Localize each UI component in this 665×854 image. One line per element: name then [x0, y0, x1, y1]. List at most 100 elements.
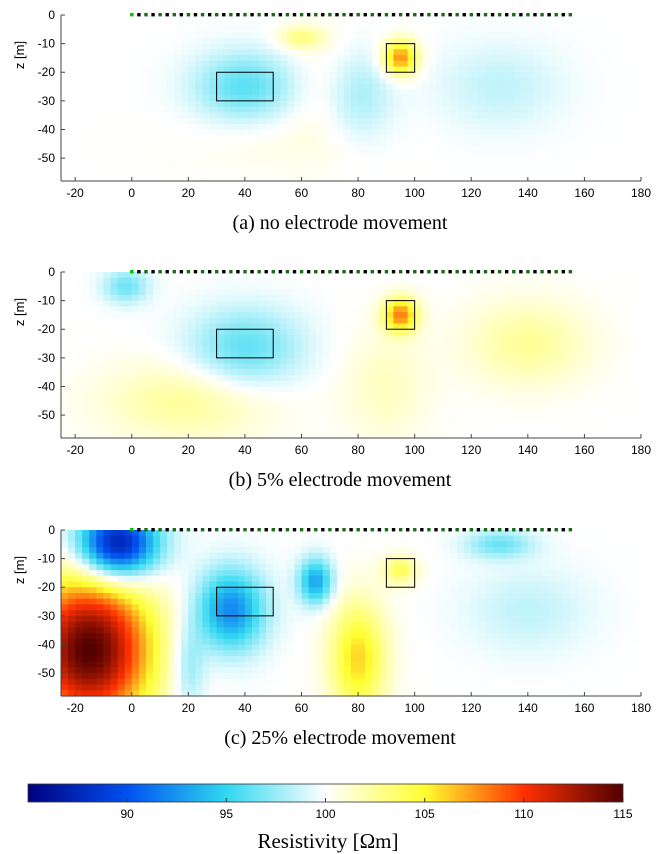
heatmap-cell — [358, 83, 366, 91]
heatmap-cell — [315, 415, 324, 422]
heatmap-cell — [541, 146, 550, 153]
heatmap-cell — [280, 169, 288, 176]
heatmap-cell — [202, 60, 211, 68]
heatmap-cell — [633, 123, 642, 131]
heatmap-cell — [499, 392, 508, 399]
heatmap-cell — [103, 89, 112, 96]
heatmap-cell — [478, 346, 486, 353]
heatmap-cell — [145, 49, 154, 56]
heatmap-cell — [499, 60, 508, 68]
heatmap-cell — [223, 106, 232, 113]
heatmap-cell — [174, 397, 182, 405]
heatmap-cell — [393, 55, 402, 62]
heatmap-cell — [506, 323, 515, 330]
heatmap-cell — [230, 66, 239, 73]
heatmap-cell — [96, 135, 105, 142]
heatmap-cell — [75, 409, 83, 416]
heatmap-cell — [471, 415, 479, 422]
heatmap-cell — [464, 420, 472, 428]
heatmap-cell — [336, 77, 345, 85]
heatmap-cell — [414, 277, 423, 285]
heatmap-cell — [294, 175, 303, 182]
heatmap-cell — [61, 392, 69, 399]
heatmap-cell — [478, 129, 486, 136]
heatmap-cell — [124, 420, 133, 428]
heatmap-cell — [131, 380, 140, 388]
heatmap-cell — [612, 380, 621, 388]
heatmap-cell — [152, 20, 161, 28]
heatmap-cell — [450, 397, 458, 405]
heatmap-cell — [315, 15, 324, 22]
heatmap-cell — [167, 77, 175, 85]
heatmap-cell — [195, 403, 204, 410]
electrode-marker — [547, 270, 551, 274]
electrode-marker — [490, 13, 495, 17]
heatmap-cell — [485, 312, 494, 319]
heatmap-cell — [152, 112, 161, 119]
heatmap-cell — [577, 375, 586, 382]
heatmap-cell — [301, 37, 310, 45]
heatmap-cell — [68, 380, 76, 388]
heatmap-cell — [435, 386, 444, 393]
heatmap-cell — [372, 112, 380, 119]
heatmap-cell — [556, 329, 564, 336]
heatmap-cell — [619, 415, 628, 422]
heatmap-cell — [527, 300, 536, 307]
heatmap-cell — [124, 77, 133, 85]
heatmap-cell — [464, 100, 472, 108]
heatmap-cell — [160, 357, 168, 365]
heatmap-cell — [244, 100, 253, 108]
heatmap-cell — [598, 352, 607, 359]
heatmap-cell — [266, 43, 274, 50]
heatmap-cell — [612, 49, 621, 56]
heatmap-cell — [471, 403, 479, 410]
heatmap-cell — [513, 392, 522, 399]
heatmap-cell — [152, 140, 161, 148]
heatmap-cell — [110, 123, 119, 131]
heatmap-cell — [520, 140, 529, 148]
heatmap-cell — [82, 294, 90, 302]
heatmap-cell — [61, 118, 69, 125]
heatmap-cell — [131, 403, 140, 410]
heatmap-cell — [251, 26, 260, 33]
heatmap-cell — [598, 72, 607, 79]
heatmap-cell — [61, 20, 69, 28]
heatmap-cell — [294, 392, 303, 399]
heatmap-cell — [400, 426, 409, 433]
heatmap-cell — [428, 118, 437, 125]
heatmap-cell — [527, 346, 536, 353]
heatmap-cell — [492, 140, 501, 148]
heatmap-cell — [379, 352, 387, 359]
heatmap-cell — [442, 112, 451, 119]
heatmap-cell — [379, 106, 387, 113]
heatmap-cell — [181, 100, 189, 108]
heatmap-cell — [266, 426, 274, 433]
heatmap-cell — [110, 83, 119, 91]
heatmap-cell — [591, 432, 600, 439]
heatmap-cell — [541, 352, 550, 359]
heatmap-cell — [223, 432, 232, 439]
heatmap-cell — [138, 129, 147, 136]
heatmap-cell — [386, 158, 395, 165]
heatmap-cell — [400, 420, 409, 428]
heatmap-cell — [520, 334, 529, 342]
heatmap-cell — [160, 403, 168, 410]
heatmap-cell — [266, 352, 274, 359]
heatmap-cell — [556, 346, 564, 353]
heatmap-cell — [428, 432, 437, 439]
heatmap-cell — [103, 294, 112, 302]
heatmap-cell — [174, 352, 182, 359]
x-tick-label: -20 — [66, 443, 84, 457]
heatmap-cell — [428, 403, 437, 410]
heatmap-cell — [202, 37, 211, 45]
heatmap-cell — [61, 340, 69, 348]
heatmap-cell — [138, 169, 147, 176]
heatmap-cell — [202, 66, 211, 73]
heatmap-cell — [407, 317, 416, 325]
heatmap-cell — [633, 140, 642, 148]
heatmap-cell — [273, 77, 281, 85]
heatmap-cell — [435, 26, 444, 33]
heatmap-cell — [407, 294, 416, 302]
heatmap-cell — [435, 37, 444, 45]
heatmap-cell — [428, 66, 437, 73]
